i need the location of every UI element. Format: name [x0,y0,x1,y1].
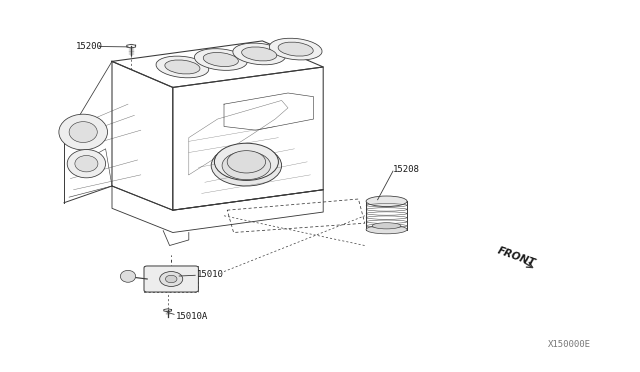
Text: X150000E: X150000E [548,340,591,349]
Ellipse shape [166,275,177,283]
Text: 15208: 15208 [393,165,420,174]
Ellipse shape [227,151,266,173]
Ellipse shape [242,47,276,61]
Text: 15200: 15200 [76,42,102,51]
Text: FRONT: FRONT [496,245,537,268]
Ellipse shape [366,196,407,206]
Ellipse shape [195,49,247,70]
Ellipse shape [75,155,98,172]
Ellipse shape [67,150,106,178]
Ellipse shape [156,56,209,78]
Ellipse shape [204,52,238,67]
Ellipse shape [222,151,271,180]
Ellipse shape [366,225,407,234]
Ellipse shape [59,114,108,150]
FancyBboxPatch shape [144,266,198,292]
Ellipse shape [120,270,136,282]
Ellipse shape [372,223,401,229]
Text: 15010A: 15010A [176,312,208,321]
Ellipse shape [165,60,200,74]
Ellipse shape [211,145,282,186]
Ellipse shape [69,122,97,142]
Ellipse shape [269,38,322,60]
Ellipse shape [214,143,278,180]
Ellipse shape [233,43,285,65]
Ellipse shape [278,42,313,56]
Text: 15010: 15010 [197,270,224,279]
Ellipse shape [160,272,183,286]
